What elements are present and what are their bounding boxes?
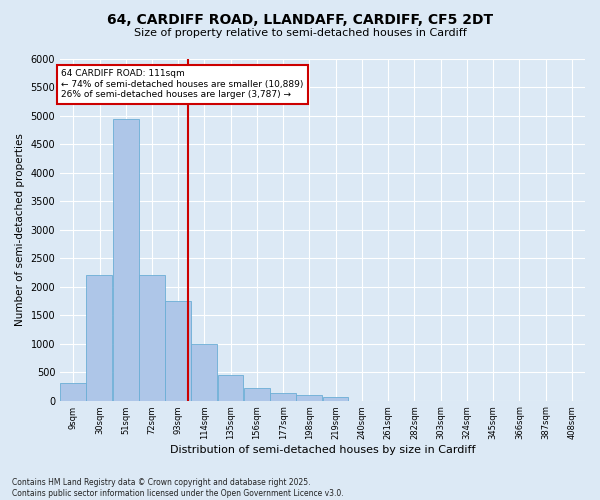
X-axis label: Distribution of semi-detached houses by size in Cardiff: Distribution of semi-detached houses by … bbox=[170, 445, 475, 455]
Text: 64, CARDIFF ROAD, LLANDAFF, CARDIFF, CF5 2DT: 64, CARDIFF ROAD, LLANDAFF, CARDIFF, CF5… bbox=[107, 12, 493, 26]
Bar bbox=[165, 301, 191, 400]
Bar bbox=[270, 392, 296, 400]
Bar bbox=[191, 344, 217, 400]
Bar bbox=[244, 388, 270, 400]
Text: 64 CARDIFF ROAD: 111sqm
← 74% of semi-detached houses are smaller (10,889)
26% o: 64 CARDIFF ROAD: 111sqm ← 74% of semi-de… bbox=[61, 69, 304, 99]
Bar bbox=[86, 276, 112, 400]
Bar bbox=[218, 375, 244, 400]
Text: Size of property relative to semi-detached houses in Cardiff: Size of property relative to semi-detach… bbox=[134, 28, 466, 38]
Bar bbox=[323, 397, 349, 400]
Bar bbox=[296, 395, 322, 400]
Bar bbox=[139, 276, 165, 400]
Bar bbox=[113, 119, 139, 400]
Y-axis label: Number of semi-detached properties: Number of semi-detached properties bbox=[15, 134, 25, 326]
Bar bbox=[60, 383, 86, 400]
Text: Contains HM Land Registry data © Crown copyright and database right 2025.
Contai: Contains HM Land Registry data © Crown c… bbox=[12, 478, 344, 498]
